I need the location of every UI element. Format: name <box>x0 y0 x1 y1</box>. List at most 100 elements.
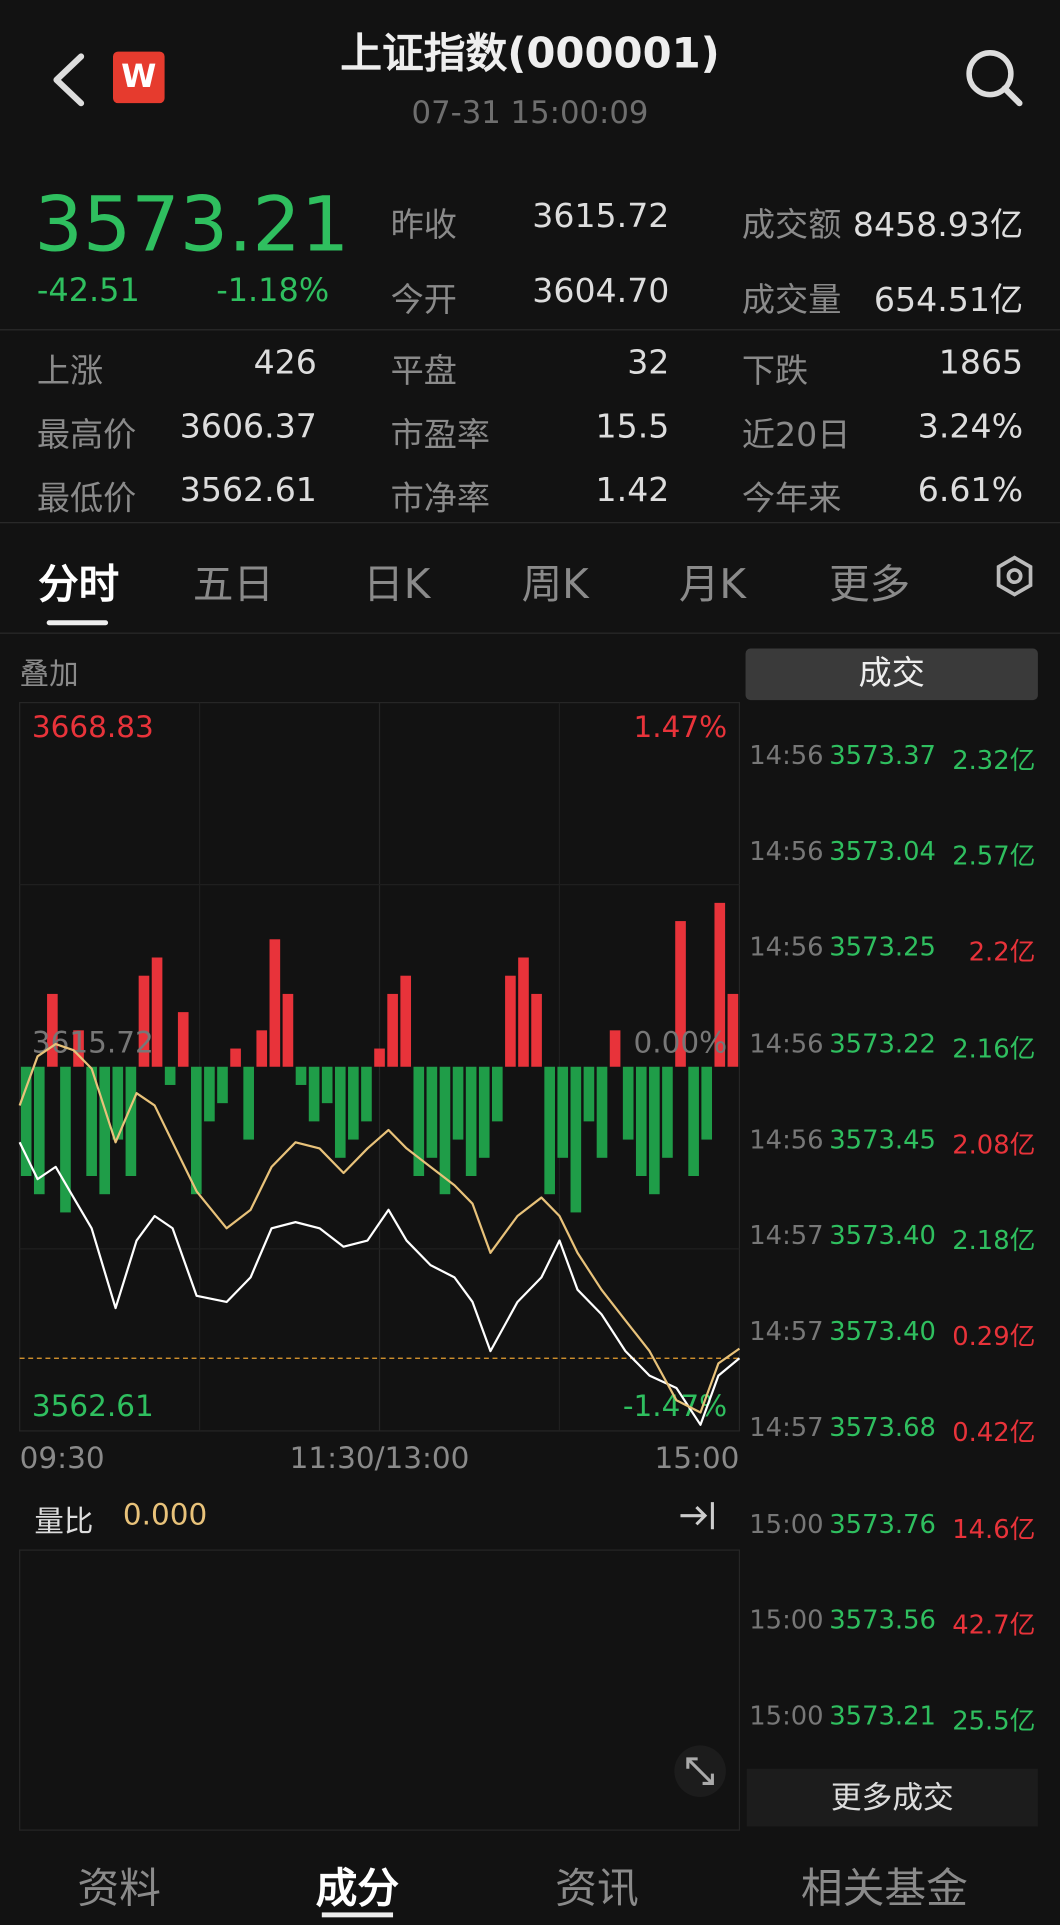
trade-price: 3573.56 <box>829 1605 936 1635</box>
flow-bar <box>413 1066 425 1177</box>
flow-bar <box>400 975 412 1067</box>
more-trades-button[interactable]: 更多成交 <box>746 1768 1038 1827</box>
stat-label: 今开 <box>390 281 457 320</box>
x-tick-label: 11:30/13:00 <box>290 1441 470 1475</box>
stat-label: 市净率 <box>390 480 491 519</box>
flow-bar <box>295 1066 307 1085</box>
trade-time: 15:00 <box>749 1509 824 1539</box>
tab[interactable]: 五日 <box>192 560 274 608</box>
price-line <box>18 1042 741 1414</box>
flow-bar <box>531 993 542 1067</box>
y2-tick-label: -1.47% <box>623 1389 727 1423</box>
stat-value: 15.5 <box>595 407 670 446</box>
nav-item[interactable]: 资讯 <box>555 1864 639 1914</box>
expand-button[interactable] <box>673 1744 727 1798</box>
flow-bar <box>727 993 739 1067</box>
trade-time: 14:57 <box>749 1220 824 1251</box>
change-pct: -1.18% <box>216 272 330 310</box>
title: 上证指数(000001) <box>340 29 720 79</box>
flow-bar <box>505 975 516 1067</box>
stat-value: 1865 <box>938 343 1024 382</box>
flow-bar <box>387 993 398 1067</box>
tab-underline <box>46 620 109 626</box>
flow-bar <box>321 1066 333 1104</box>
tab[interactable]: 更多 <box>829 560 911 608</box>
stat-label: 最低价 <box>36 480 137 519</box>
trade-price: 3573.45 <box>829 1124 936 1155</box>
flow-bar <box>662 1066 673 1158</box>
back-button[interactable] <box>47 52 91 109</box>
trade-amount: 2.2亿 <box>968 937 1036 968</box>
trade-amount: 2.16亿 <box>952 1033 1036 1064</box>
flow-bar <box>191 1066 202 1195</box>
flow-bar <box>557 1066 569 1158</box>
settings-button[interactable] <box>992 554 1036 598</box>
y2-tick-label: 1.47% <box>634 710 728 744</box>
trade-price: 3573.37 <box>829 740 936 771</box>
volume-frame <box>19 1549 741 1831</box>
search-button[interactable] <box>963 47 1027 111</box>
flow-bar <box>86 1066 97 1177</box>
stat-label: 近20日 <box>741 416 851 455</box>
stat-label: 最高价 <box>36 416 137 455</box>
stat-label: 下跌 <box>741 352 809 391</box>
stat-label: 昨收 <box>390 206 457 245</box>
flow-bar <box>426 1066 438 1158</box>
x-tick-label: 09:30 <box>20 1441 105 1475</box>
flow-bar <box>217 1066 228 1104</box>
flow-bar <box>112 1066 124 1140</box>
flow-bar <box>47 993 58 1067</box>
divider <box>0 522 1060 524</box>
flow-bar <box>465 1066 477 1177</box>
flow-bar <box>125 1066 137 1177</box>
trade-time: 14:57 <box>749 1316 824 1347</box>
flow-bar <box>492 1066 503 1122</box>
stat-label: 成交额 <box>741 206 842 245</box>
nav-item[interactable]: 成分 <box>315 1864 400 1914</box>
stat-label: 今年来 <box>741 480 842 519</box>
stat-value: 3606.37 <box>179 407 317 446</box>
trade-time: 14:56 <box>749 836 824 867</box>
trade-price: 3573.40 <box>829 1220 936 1251</box>
volume-ratio-value: 0.000 <box>122 1497 208 1532</box>
tab[interactable]: 日K <box>363 560 431 608</box>
tab[interactable]: 月K <box>678 560 746 608</box>
flow-bar <box>256 1030 268 1067</box>
flow-bar <box>478 1066 490 1158</box>
trade-price: 3573.76 <box>829 1509 936 1539</box>
y-tick-label: 3668.83 <box>32 710 154 744</box>
nav-item[interactable]: 相关基金 <box>800 1864 968 1914</box>
trade-amount: 25.5亿 <box>952 1706 1036 1736</box>
flow-bar <box>688 1066 699 1177</box>
trade-price: 3573.25 <box>829 932 936 963</box>
stat-value: 3604.70 <box>532 272 670 311</box>
nav-underline <box>321 1912 394 1918</box>
trade-amount: 2.18亿 <box>952 1225 1036 1256</box>
nav-item[interactable]: 资料 <box>77 1864 161 1914</box>
trade-time: 14:56 <box>749 932 824 963</box>
flow-bar <box>348 1066 359 1140</box>
flow-bar <box>635 1066 647 1177</box>
y-tick-label: 3615.72 <box>32 1026 154 1060</box>
trade-amount: 0.29亿 <box>952 1321 1036 1352</box>
flow-bar <box>701 1066 713 1140</box>
flow-bar <box>334 1066 346 1158</box>
collapse-button[interactable] <box>678 1498 717 1532</box>
overlay-button[interactable]: 叠加 <box>19 657 79 692</box>
trade-price: 3573.68 <box>829 1412 936 1443</box>
stat-value: 3562.61 <box>179 471 317 510</box>
flow-bar <box>151 957 163 1067</box>
price: 3573.21 <box>34 179 350 269</box>
trade-amount: 2.08亿 <box>952 1129 1036 1160</box>
flow-bar <box>714 902 726 1067</box>
tab[interactable]: 周K <box>521 560 589 608</box>
intraday-chart: 09:30 11:30/13:00 15:00 3562.61 3615.72 3668.… <box>18 701 741 1831</box>
tab[interactable]: 分时 <box>38 560 120 608</box>
flow-bar <box>439 1066 451 1195</box>
flow-bar <box>308 1066 320 1122</box>
trades-tab[interactable]: 成交 <box>745 648 1038 701</box>
trade-time: 15:00 <box>749 1701 824 1731</box>
flow-bar <box>269 939 281 1067</box>
x-tick-label: 15:00 <box>654 1441 739 1475</box>
